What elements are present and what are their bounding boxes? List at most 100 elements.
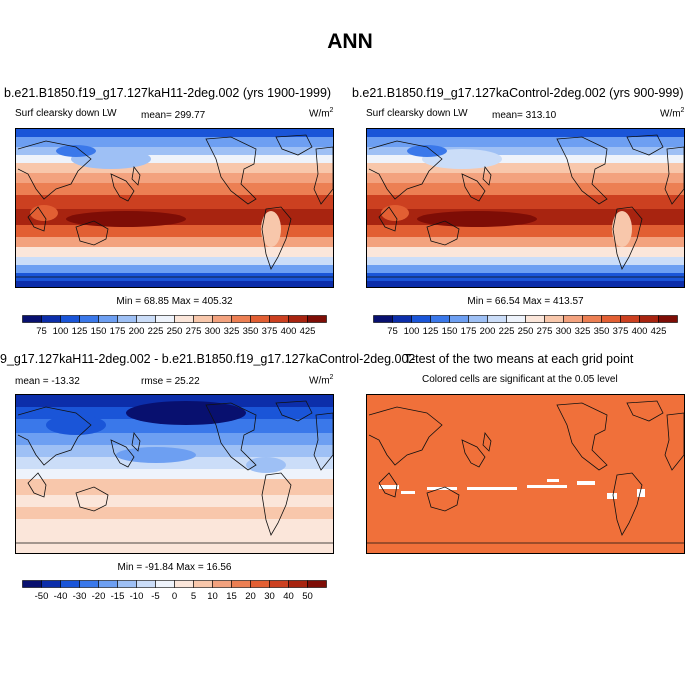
panel2-mean: mean= 313.10 — [492, 110, 557, 121]
panel1-colorbar-tick-label: 350 — [243, 326, 259, 337]
panel3-colorbar-tick-label: -20 — [92, 591, 106, 602]
panel4-title: T-test of the two means at each grid poi… — [404, 352, 634, 366]
panel2-title: b.e21.B1850.f19_g17.127kaControl-2deg.00… — [352, 86, 684, 100]
panel2-colorbar-tick-label: 300 — [556, 326, 572, 337]
panel3-colorbar-swatch — [269, 580, 289, 588]
panel2-colorbar-swatch — [468, 315, 488, 323]
panel3-rmse: rmse = 25.22 — [141, 376, 200, 387]
panel2-colorbar-tick-label: 225 — [499, 326, 515, 337]
panel1-colorbar-swatch — [117, 315, 137, 323]
panel3-colorbar-swatch — [288, 580, 308, 588]
panel1-colorbar-swatch — [307, 315, 327, 323]
panel2-colorbar-tick-label: 275 — [537, 326, 553, 337]
panel1-colorbar-swatch — [22, 315, 42, 323]
panel1-minmax: Min = 68.85 Max = 405.32 — [116, 296, 233, 307]
panel3-colorbar-tick-label: -30 — [73, 591, 87, 602]
panel3-colorbar-tick-label: -40 — [54, 591, 68, 602]
panel3-colorbar-tick-label: 20 — [245, 591, 256, 602]
panel2-colorbar-swatch — [487, 315, 507, 323]
panel1-colorbar-swatch — [212, 315, 232, 323]
panel1-colorbar-tick-label: 125 — [72, 326, 88, 337]
panel3-colorbar-tick-label: 15 — [226, 591, 237, 602]
panel1-colorbar-tick-label: 300 — [205, 326, 221, 337]
panel3-colorbar-swatch — [212, 580, 232, 588]
panel2-colorbar-swatch — [525, 315, 545, 323]
panel2-map — [366, 128, 685, 288]
panel3-colorbar-swatch — [60, 580, 80, 588]
panel3-colorbar-tick-label: -15 — [111, 591, 125, 602]
panel1-colorbar-tick-label: 250 — [167, 326, 183, 337]
panel2-colorbar-tick-label: 75 — [387, 326, 398, 337]
panel2-colorbar-swatch — [411, 315, 431, 323]
panel2-colorbar-swatch — [620, 315, 640, 323]
panel4-subtitle: Colored cells are significant at the 0.0… — [422, 374, 618, 385]
panel3-colorbar-swatch — [41, 580, 61, 588]
panel1-colorbar-swatch — [193, 315, 213, 323]
panel2-minmax: Min = 66.54 Max = 413.57 — [467, 296, 584, 307]
panel1-colorbar-swatch — [41, 315, 61, 323]
panel2-colorbar-tick-label: 400 — [632, 326, 648, 337]
panel2-colorbar-swatch — [392, 315, 412, 323]
panel2-colorbar-tick-label: 175 — [461, 326, 477, 337]
panel2-colorbar-tick-label: 125 — [423, 326, 439, 337]
panel1-colorbar-tick-label: 425 — [300, 326, 316, 337]
panel2-colorbar-swatch — [506, 315, 526, 323]
figure-title: ANN — [327, 30, 373, 53]
panel1-units: W/m2 — [309, 107, 334, 120]
panel3-units: W/m2 — [309, 374, 334, 387]
panel1-colorbar-swatch — [288, 315, 308, 323]
panel3-colorbar-swatch — [79, 580, 99, 588]
panel1-colorbar-swatch — [60, 315, 80, 323]
panel1-colorbar-swatch — [79, 315, 99, 323]
panel3-colorbar-swatch — [307, 580, 327, 588]
panel4-map — [366, 394, 685, 554]
panel2-variable-label: Surf clearsky down LW — [366, 108, 468, 119]
panel1-colorbar: 75 100 125 150 175 200 225 250 275 300 325 350 375 40… — [22, 315, 328, 337]
panel3-mean: mean = -13.32 — [15, 376, 80, 387]
panel2-colorbar-swatch — [601, 315, 621, 323]
panel3-colorbar-tick-label: -5 — [151, 591, 159, 602]
panel1-colorbar-tick-label: 225 — [148, 326, 164, 337]
panel3-colorbar-swatch — [117, 580, 137, 588]
panel3-colorbar-swatch — [231, 580, 251, 588]
panel1-colorbar-swatch — [98, 315, 118, 323]
panel1-colorbar-tick-label: 150 — [91, 326, 107, 337]
panel2-colorbar-swatch — [373, 315, 393, 323]
panel2-colorbar-tick-label: 350 — [594, 326, 610, 337]
panel1-colorbar-tick-label: 275 — [186, 326, 202, 337]
panel2-units: W/m2 — [660, 107, 685, 120]
panel2-colorbar: 75 100 125 150 175 200 225 250 275 300 325 350 375 40… — [373, 315, 679, 337]
panel3-colorbar-tick-label: 5 — [191, 591, 196, 602]
panel2-colorbar-tick-label: 325 — [575, 326, 591, 337]
panel2-colorbar-swatch — [639, 315, 659, 323]
panel1-map — [15, 128, 334, 288]
panel2-colorbar-tick-label: 150 — [442, 326, 458, 337]
panel3-colorbar-swatch — [174, 580, 194, 588]
panel2-colorbar-swatch — [430, 315, 450, 323]
panel2-colorbar-swatch — [582, 315, 602, 323]
panel1-colorbar-swatch — [155, 315, 175, 323]
panel1-variable-label: Surf clearsky down LW — [15, 108, 117, 119]
panel2-colorbar-swatch — [544, 315, 564, 323]
panel2-colorbar-tick-label: 250 — [518, 326, 534, 337]
panel1-colorbar-tick-label: 375 — [262, 326, 278, 337]
panel2-colorbar-tick-label: 100 — [404, 326, 420, 337]
panel3-colorbar: -50 -40 -30 -20 -15 -10 -5 0 5 10 15 20 30 40 50 — [22, 580, 328, 602]
panel1-colorbar-swatch — [231, 315, 251, 323]
panel3-colorbar-tick-label: 10 — [207, 591, 218, 602]
panel2-colorbar-swatch — [449, 315, 469, 323]
panel3-colorbar-tick-label: 0 — [172, 591, 177, 602]
panel1-colorbar-swatch — [250, 315, 270, 323]
panel3-minmax: Min = -91.84 Max = 16.56 — [117, 562, 232, 573]
panel1-colorbar-swatch — [174, 315, 194, 323]
panel1-colorbar-tick-label: 175 — [110, 326, 126, 337]
panel2-colorbar-tick-label: 200 — [480, 326, 496, 337]
panel3-colorbar-tick-label: 30 — [264, 591, 275, 602]
panel1-title: b.e21.B1850.f19_g17.127kaH11-2deg.002 (y… — [4, 86, 332, 100]
panel1-colorbar-tick-label: 100 — [53, 326, 69, 337]
panel3-colorbar-tick-label: 40 — [283, 591, 294, 602]
panel1-colorbar-swatch — [269, 315, 289, 323]
panel2-colorbar-swatch — [658, 315, 678, 323]
panel1-mean: mean= 299.77 — [141, 110, 206, 121]
panel2-colorbar-tick-label: 375 — [613, 326, 629, 337]
